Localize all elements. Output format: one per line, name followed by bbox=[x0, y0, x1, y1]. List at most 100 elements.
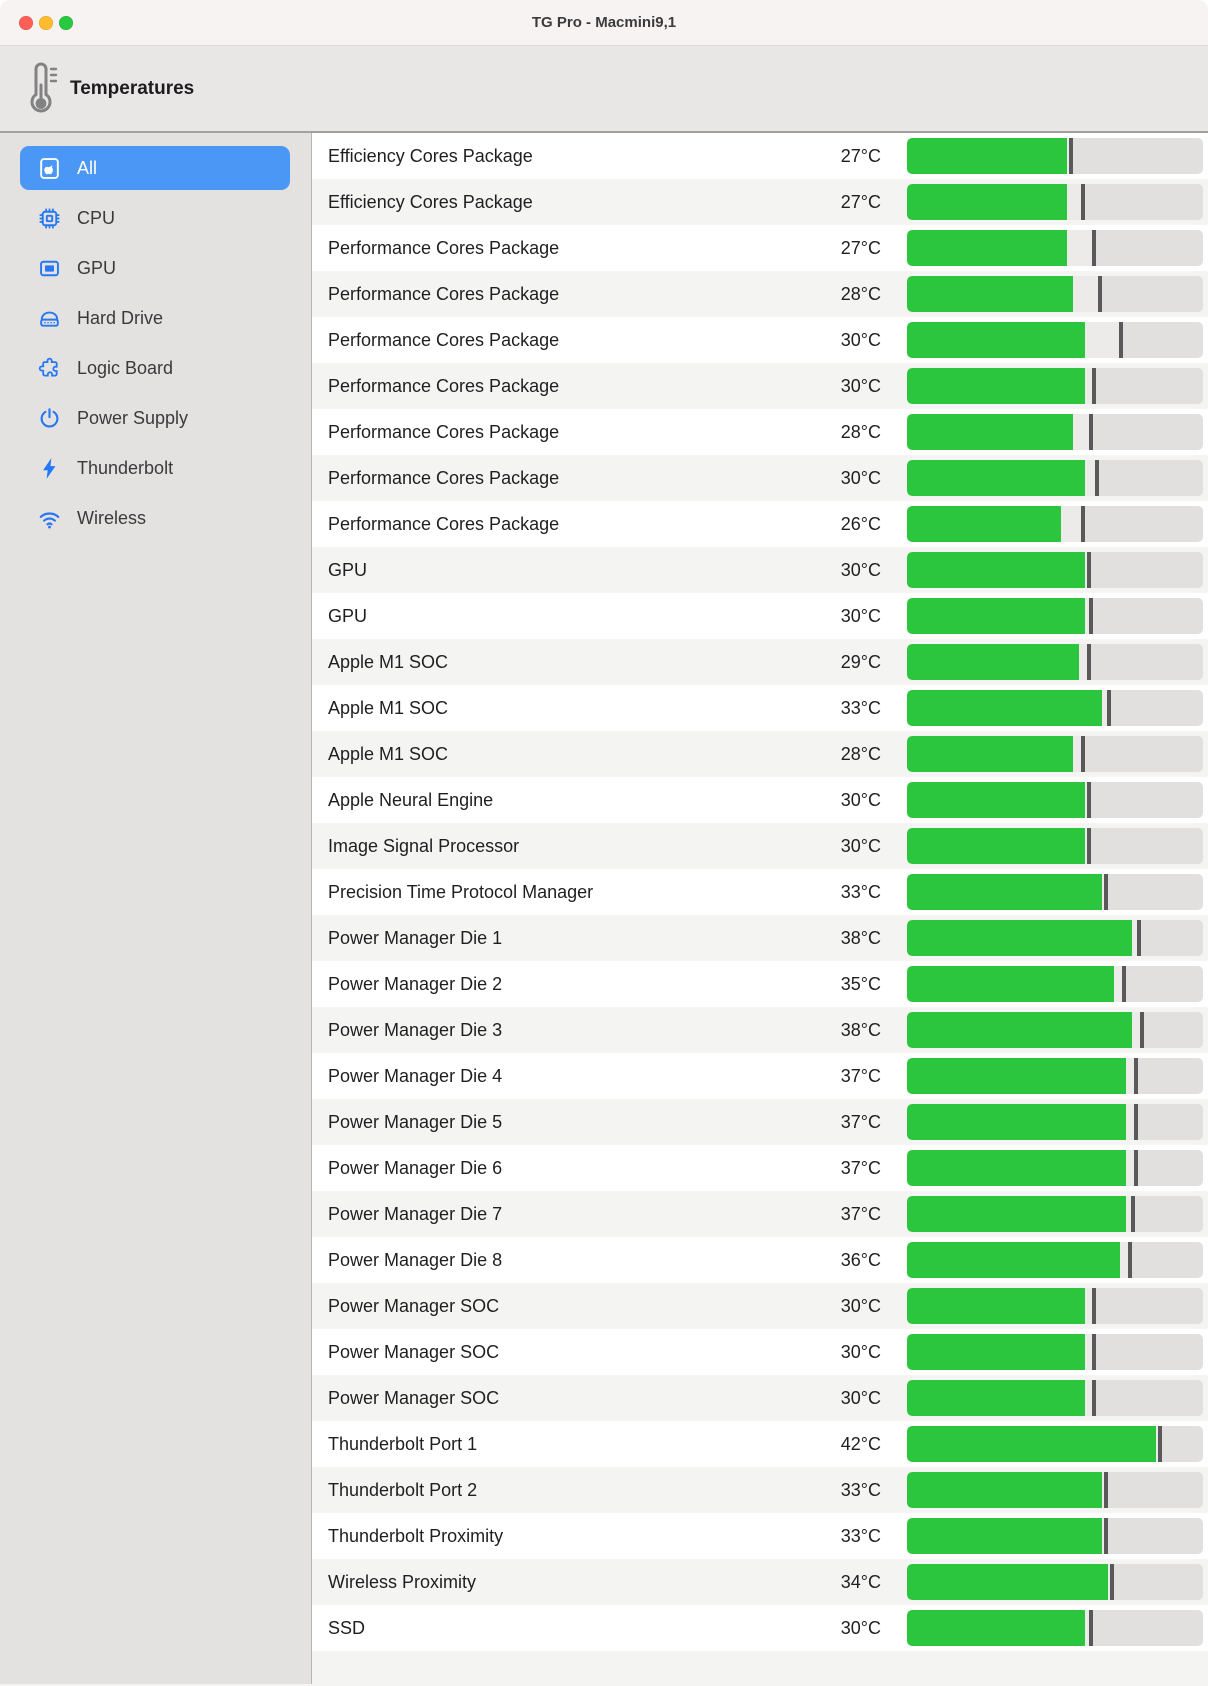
sidebar-item-logic-board[interactable]: Logic Board bbox=[20, 346, 290, 390]
bar-fill bbox=[907, 1058, 1127, 1094]
bar-max-tick bbox=[1110, 1564, 1115, 1600]
hard-drive-icon bbox=[36, 305, 63, 332]
bar-max-tick bbox=[1104, 874, 1109, 910]
power-icon bbox=[36, 405, 63, 432]
sensor-temperature: 37°C bbox=[840, 1157, 881, 1178]
sensor-name: Apple M1 SOC bbox=[328, 651, 449, 672]
sensor-row: Apple Neural Engine 30°C bbox=[312, 777, 1208, 823]
bar-max-tick bbox=[1089, 414, 1094, 450]
bar-max-tick bbox=[1107, 690, 1112, 726]
sensor-row: Wireless Proximity 34°C bbox=[312, 1559, 1208, 1605]
sensor-row: Thunderbolt Port 1 42°C bbox=[312, 1421, 1208, 1467]
bar-fill bbox=[907, 644, 1079, 680]
minimize-button[interactable] bbox=[39, 15, 53, 30]
close-button[interactable] bbox=[19, 15, 33, 30]
sensor-row: Apple M1 SOC 33°C bbox=[312, 685, 1208, 731]
sensor-list: Efficiency Cores Package 27°C Efficiency… bbox=[312, 133, 1208, 1686]
sensor-row: Power Manager Die 2 35°C bbox=[312, 961, 1208, 1007]
temperature-bar bbox=[907, 414, 1203, 450]
sensor-row: Performance Cores Package 26°C bbox=[312, 501, 1208, 547]
bar-fill bbox=[907, 1610, 1085, 1646]
list-bottom-filler bbox=[312, 1651, 1208, 1686]
bar-fill bbox=[907, 1518, 1103, 1554]
sensor-row: Power Manager Die 6 37°C bbox=[312, 1145, 1208, 1191]
sensor-row: Power Manager SOC 30°C bbox=[312, 1283, 1208, 1329]
bar-max-tick bbox=[1080, 506, 1085, 542]
bar-fill bbox=[907, 322, 1085, 358]
sensor-temperature: 30°C bbox=[840, 1387, 881, 1408]
gpu-icon bbox=[36, 255, 63, 282]
sidebar-item-wireless[interactable]: Wireless bbox=[20, 496, 290, 540]
bar-max-tick bbox=[1133, 1104, 1138, 1140]
sensor-row: Power Manager Die 3 38°C bbox=[312, 1007, 1208, 1053]
sensor-name: Thunderbolt Proximity bbox=[328, 1525, 504, 1546]
sensor-row: Performance Cores Package 28°C bbox=[312, 271, 1208, 317]
sensor-row: Power Manager Die 7 37°C bbox=[312, 1191, 1208, 1237]
temperature-bar bbox=[907, 828, 1203, 864]
bar-max-tick bbox=[1104, 1472, 1109, 1508]
temperature-bar bbox=[907, 920, 1203, 956]
thermometer-icon bbox=[30, 62, 58, 112]
sensor-row: Image Signal Processor 30°C bbox=[312, 823, 1208, 869]
sensor-name: Power Manager SOC bbox=[328, 1295, 500, 1316]
zoom-button[interactable] bbox=[59, 15, 73, 30]
temperature-bar bbox=[907, 598, 1203, 634]
bar-max-tick bbox=[1133, 1150, 1138, 1186]
bar-fill bbox=[907, 782, 1085, 818]
sensor-temperature: 29°C bbox=[840, 651, 881, 672]
sensor-temperature: 34°C bbox=[840, 1571, 881, 1592]
temperature-bar bbox=[907, 184, 1203, 220]
sensor-name: Efficiency Cores Package bbox=[328, 145, 533, 166]
temperature-bar bbox=[907, 1380, 1203, 1416]
sensor-row: Apple M1 SOC 28°C bbox=[312, 731, 1208, 777]
sidebar-item-cpu[interactable]: CPU bbox=[20, 196, 290, 240]
sensor-temperature: 30°C bbox=[840, 835, 881, 856]
sensor-temperature: 30°C bbox=[840, 329, 881, 350]
sensor-row: Power Manager Die 8 36°C bbox=[312, 1237, 1208, 1283]
sensor-row: GPU 30°C bbox=[312, 547, 1208, 593]
bar-max-tick bbox=[1089, 598, 1094, 634]
temperature-bar bbox=[907, 1610, 1203, 1646]
puzzle-icon bbox=[36, 355, 63, 382]
sensor-temperature: 28°C bbox=[840, 283, 881, 304]
sensor-temperature: 27°C bbox=[840, 191, 881, 212]
sidebar: All CPU GPU Hard Drive Logic Board Power… bbox=[0, 133, 312, 1684]
sensor-name: Performance Cores Package bbox=[328, 329, 560, 350]
sensor-row: Efficiency Cores Package 27°C bbox=[312, 133, 1208, 179]
bar-fill bbox=[907, 1104, 1127, 1140]
sidebar-item-label: Hard Drive bbox=[77, 307, 164, 328]
bar-fill bbox=[907, 1150, 1127, 1186]
sidebar-item-label: Logic Board bbox=[77, 357, 174, 378]
bar-max-tick bbox=[1136, 920, 1141, 956]
sensor-name: Power Manager Die 3 bbox=[328, 1019, 503, 1040]
sidebar-item-thunderbolt[interactable]: Thunderbolt bbox=[20, 446, 290, 490]
sensor-name: Apple M1 SOC bbox=[328, 697, 449, 718]
sidebar-item-hard-drive[interactable]: Hard Drive bbox=[20, 296, 290, 340]
temperature-bar bbox=[907, 966, 1203, 1002]
content-area: All CPU GPU Hard Drive Logic Board Power… bbox=[0, 133, 1208, 1686]
sensor-row: Power Manager SOC 30°C bbox=[312, 1375, 1208, 1421]
bar-max-tick bbox=[1139, 1012, 1144, 1048]
temperature-bar bbox=[907, 782, 1203, 818]
sidebar-item-label: Wireless bbox=[77, 507, 147, 528]
sensor-row: SSD 30°C bbox=[312, 1605, 1208, 1651]
temperature-bar bbox=[907, 230, 1203, 266]
sidebar-item-gpu[interactable]: GPU bbox=[20, 246, 290, 290]
sidebar-item-label: CPU bbox=[77, 207, 116, 228]
sensor-temperature: 28°C bbox=[840, 421, 881, 442]
sensor-temperature: 30°C bbox=[840, 467, 881, 488]
bar-max-tick bbox=[1133, 1058, 1138, 1094]
bar-max-tick bbox=[1119, 322, 1124, 358]
sensor-name: Apple M1 SOC bbox=[328, 743, 449, 764]
bar-fill bbox=[907, 1564, 1109, 1600]
sensor-temperature: 30°C bbox=[840, 605, 881, 626]
sidebar-item-power-supply[interactable]: Power Supply bbox=[20, 396, 290, 440]
sidebar-item-all[interactable]: All bbox=[20, 146, 290, 190]
bar-max-tick bbox=[1095, 460, 1100, 496]
sensor-name: Power Manager Die 2 bbox=[328, 973, 503, 994]
sensor-name: SSD bbox=[328, 1617, 366, 1638]
sensor-temperature: 30°C bbox=[840, 1295, 881, 1316]
sidebar-item-label: Thunderbolt bbox=[77, 457, 174, 478]
sensor-name: Performance Cores Package bbox=[328, 283, 560, 304]
bar-max-tick bbox=[1092, 230, 1097, 266]
